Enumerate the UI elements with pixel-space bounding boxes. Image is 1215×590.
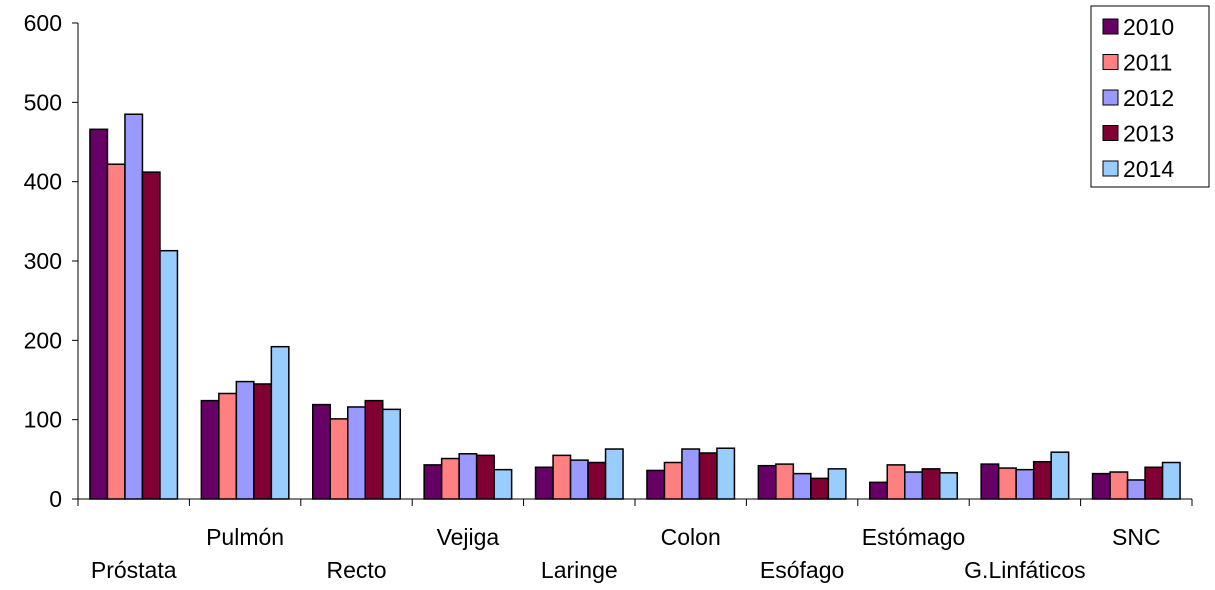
- bar-2011-G.Linfáticos: [997, 467, 1017, 500]
- bar-2013-Vejiga: [475, 454, 495, 500]
- bar-2012-Recto: [347, 406, 366, 500]
- legend: 2010 2011 2012 2013 2014: [1090, 5, 1210, 188]
- y-tick-label: 300: [24, 248, 62, 274]
- bar-2014-Esófago: [827, 468, 847, 500]
- legend-swatch: [1102, 160, 1119, 177]
- y-tick-label: 0: [49, 486, 62, 512]
- bars: [89, 113, 1181, 500]
- x-tick-label: Pulmón: [206, 524, 284, 550]
- bar-2012-Esófago: [792, 472, 812, 500]
- bar-2011-Pulmón: [218, 392, 238, 500]
- bar-2012-Colon: [681, 448, 701, 500]
- bar-2013-Laringe: [587, 461, 607, 500]
- x-tick-label: Recto: [326, 557, 386, 583]
- x-tick-label: Estómago: [862, 524, 966, 550]
- bar-2010-G.Linfáticos: [980, 463, 1000, 500]
- bar-2010-SNC: [1091, 472, 1111, 500]
- x-tick-label: Colon: [661, 524, 721, 550]
- bar-2014-Vejiga: [493, 468, 513, 500]
- bar-2013-Próstata: [141, 171, 161, 500]
- bar-2010-Laringe: [534, 466, 554, 500]
- bar-2012-Vejiga: [458, 453, 478, 500]
- bar-2014-Estómago: [939, 472, 958, 500]
- legend-label: 2013: [1123, 121, 1174, 147]
- x-axis: Próstata Pulmón Recto Vejiga Laringe Colon Esó…: [77, 498, 1193, 583]
- bar-2011-Colon: [663, 461, 683, 500]
- bar-2013-Esófago: [810, 477, 830, 500]
- bar-2014-Pulmón: [270, 345, 290, 500]
- bar-2012-G.Linfáticos: [1015, 468, 1035, 500]
- bar-2010-Vejiga: [423, 464, 443, 500]
- legend-swatch: [1102, 89, 1119, 106]
- bar-2010-Estómago: [869, 481, 888, 500]
- bar-2013-G.Linfáticos: [1032, 460, 1052, 500]
- y-tick-label: 400: [24, 169, 62, 195]
- legend-label: 2011: [1123, 50, 1172, 76]
- y-axis: 0 100 200 300 400 500 600: [24, 10, 79, 512]
- legend-swatch: [1102, 125, 1119, 141]
- bar-2011-Recto: [329, 418, 349, 500]
- bar-2011-Próstata: [106, 163, 126, 500]
- y-tick-label: 500: [24, 89, 62, 115]
- x-tick-label: Próstata: [91, 557, 177, 583]
- bar-2014-Colon: [716, 447, 736, 500]
- legend-label: 2010: [1123, 14, 1174, 40]
- bar-2013-Estómago: [921, 468, 941, 500]
- bar-2014-Próstata: [159, 249, 179, 500]
- x-tick-label: G.Linfáticos: [964, 557, 1085, 583]
- bar-2014-SNC: [1161, 461, 1181, 500]
- bar-2012-Próstata: [124, 113, 144, 500]
- bar-2011-Laringe: [552, 454, 572, 500]
- y-tick-label: 600: [24, 10, 62, 36]
- bar-2010-Pulmón: [200, 399, 220, 500]
- bar-2013-Recto: [364, 399, 384, 500]
- legend-swatch: [1102, 54, 1119, 70]
- x-tick-label: SNC: [1112, 524, 1161, 550]
- bar-2012-SNC: [1126, 479, 1146, 500]
- bar-2011-Estómago: [886, 464, 906, 500]
- bar-2013-Colon: [698, 452, 718, 500]
- y-tick-label: 100: [24, 407, 62, 433]
- bar-2011-Vejiga: [440, 457, 460, 500]
- x-tick-label: Laringe: [541, 557, 618, 583]
- legend-swatch: [1102, 18, 1119, 35]
- bar-2010-Próstata: [89, 128, 109, 500]
- bar-2012-Pulmón: [235, 380, 255, 500]
- bar-2012-Laringe: [569, 459, 589, 500]
- x-tick-label: Esófago: [760, 557, 844, 583]
- x-tick-label: Vejiga: [437, 524, 500, 550]
- bar-2010-Colon: [646, 469, 666, 500]
- y-tick-label: 200: [24, 327, 62, 353]
- legend-label: 2014: [1123, 156, 1174, 182]
- bar-2014-G.Linfáticos: [1050, 451, 1070, 500]
- bar-2013-Pulmón: [253, 383, 273, 500]
- bar-2010-Esófago: [757, 464, 777, 500]
- bar-2012-Estómago: [904, 471, 923, 500]
- bar-2014-Recto: [382, 408, 401, 500]
- bar-2013-SNC: [1144, 466, 1164, 500]
- bar-2011-SNC: [1109, 471, 1129, 500]
- bar-2010-Recto: [312, 403, 331, 500]
- bar-2011-Esófago: [775, 463, 795, 500]
- legend-label: 2012: [1123, 85, 1174, 111]
- bar-2014-Laringe: [604, 448, 624, 500]
